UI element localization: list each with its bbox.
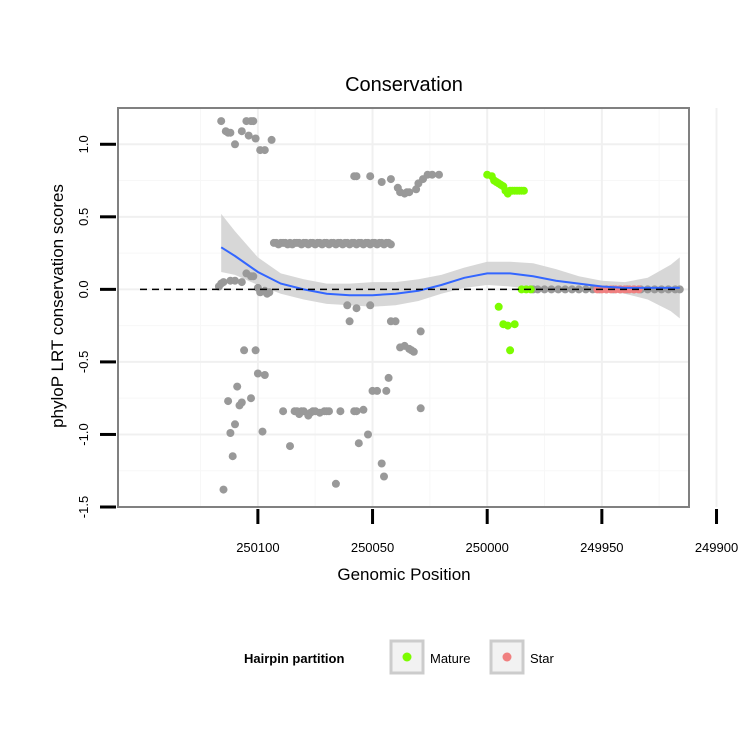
point-mature xyxy=(494,302,503,311)
x-tick-label: 249950 xyxy=(580,540,623,555)
point-other xyxy=(377,178,386,186)
confidence-band xyxy=(221,213,680,319)
point-other xyxy=(258,427,267,436)
smooth-line xyxy=(220,246,680,297)
y-tick-label: 0.0 xyxy=(76,280,91,298)
point-other xyxy=(352,304,361,313)
point-other xyxy=(240,346,249,355)
point-other xyxy=(247,394,255,403)
y-tick-label: 0.5 xyxy=(76,208,91,226)
point-other xyxy=(286,442,294,451)
point-other xyxy=(219,485,228,494)
legend-item-mature: Mature xyxy=(389,639,470,675)
point-other xyxy=(391,317,400,326)
point-other xyxy=(373,386,382,395)
y-tick-label: 1.0 xyxy=(76,135,91,153)
x-tick-label: 250050 xyxy=(351,540,394,555)
point-mature xyxy=(506,346,515,355)
point-other xyxy=(253,369,262,378)
legend: Hairpin partition Mature Star xyxy=(244,639,555,675)
point-other xyxy=(237,398,246,407)
legend-item-star: Star xyxy=(489,639,555,675)
point-other xyxy=(224,397,233,406)
point-other xyxy=(377,459,386,468)
point-other xyxy=(405,188,414,197)
y-axis-title: phyloP LRT conservation scores xyxy=(48,184,67,428)
x-tick-label: 250000 xyxy=(466,540,509,555)
y-tick-label: -0.5 xyxy=(76,351,91,373)
point-other xyxy=(540,285,549,294)
point-other xyxy=(416,404,425,413)
point-other xyxy=(359,405,368,414)
point-other xyxy=(325,407,333,416)
point-mature xyxy=(510,320,519,329)
data-points xyxy=(214,117,684,494)
confidence-ribbon xyxy=(221,213,680,319)
point-other xyxy=(279,407,288,416)
point-other xyxy=(554,285,563,294)
point-other xyxy=(364,430,372,439)
smooth-line-layer xyxy=(220,246,680,297)
x-axis: 250100 250050 250000 249950 249900 xyxy=(236,509,738,555)
point-other xyxy=(260,371,269,379)
point-other xyxy=(249,117,258,126)
plot-panel xyxy=(117,107,690,508)
point-other xyxy=(352,172,361,181)
point-other xyxy=(267,135,276,144)
point-mature xyxy=(519,186,528,195)
point-other xyxy=(366,172,375,181)
x-tick-label: 250100 xyxy=(236,540,279,555)
legend-label-mature: Mature xyxy=(430,651,470,666)
y-tick-label: -1.0 xyxy=(76,423,91,445)
point-other xyxy=(380,472,388,481)
point-other xyxy=(237,278,246,287)
point-other xyxy=(428,170,437,179)
point-other xyxy=(343,301,352,310)
plot-border xyxy=(117,107,690,508)
legend-swatch-star xyxy=(502,652,512,662)
y-tick-label: -1.5 xyxy=(76,496,91,518)
point-other xyxy=(226,128,235,137)
point-other xyxy=(217,117,226,126)
point-other xyxy=(331,479,340,488)
legend-key-star xyxy=(489,639,525,675)
point-other xyxy=(260,146,269,155)
x-tick-label: 249900 xyxy=(695,540,738,555)
point-other xyxy=(366,301,375,310)
point-other xyxy=(416,327,425,336)
point-other xyxy=(244,131,253,140)
chart-title: Conservation xyxy=(345,74,463,96)
point-other xyxy=(354,439,363,448)
point-other xyxy=(409,347,418,356)
point-other xyxy=(237,127,246,136)
point-other xyxy=(228,452,237,461)
point-other xyxy=(226,429,235,437)
point-other xyxy=(345,317,354,326)
legend-title: Hairpin partition xyxy=(244,651,344,666)
legend-label-star: Star xyxy=(530,651,555,666)
point-other xyxy=(386,175,395,184)
point-other xyxy=(382,386,391,395)
point-other xyxy=(219,278,228,287)
point-other xyxy=(265,288,274,297)
x-axis-title: Genomic Position xyxy=(337,565,470,584)
point-other xyxy=(384,373,393,382)
y-axis: -1.5 -1.0 -0.5 0.0 0.5 1.0 xyxy=(76,135,116,518)
point-other xyxy=(251,134,260,143)
point-other xyxy=(249,272,258,281)
point-other xyxy=(675,285,684,294)
point-other xyxy=(251,346,260,355)
point-other xyxy=(233,382,242,391)
legend-swatch-mature xyxy=(402,652,412,662)
point-other xyxy=(336,407,345,416)
point-other xyxy=(435,170,443,179)
point-other xyxy=(352,407,361,416)
point-mature xyxy=(503,321,512,330)
point-other xyxy=(231,276,239,285)
point-other xyxy=(231,420,239,429)
point-other xyxy=(386,240,395,249)
point-other xyxy=(231,140,239,149)
